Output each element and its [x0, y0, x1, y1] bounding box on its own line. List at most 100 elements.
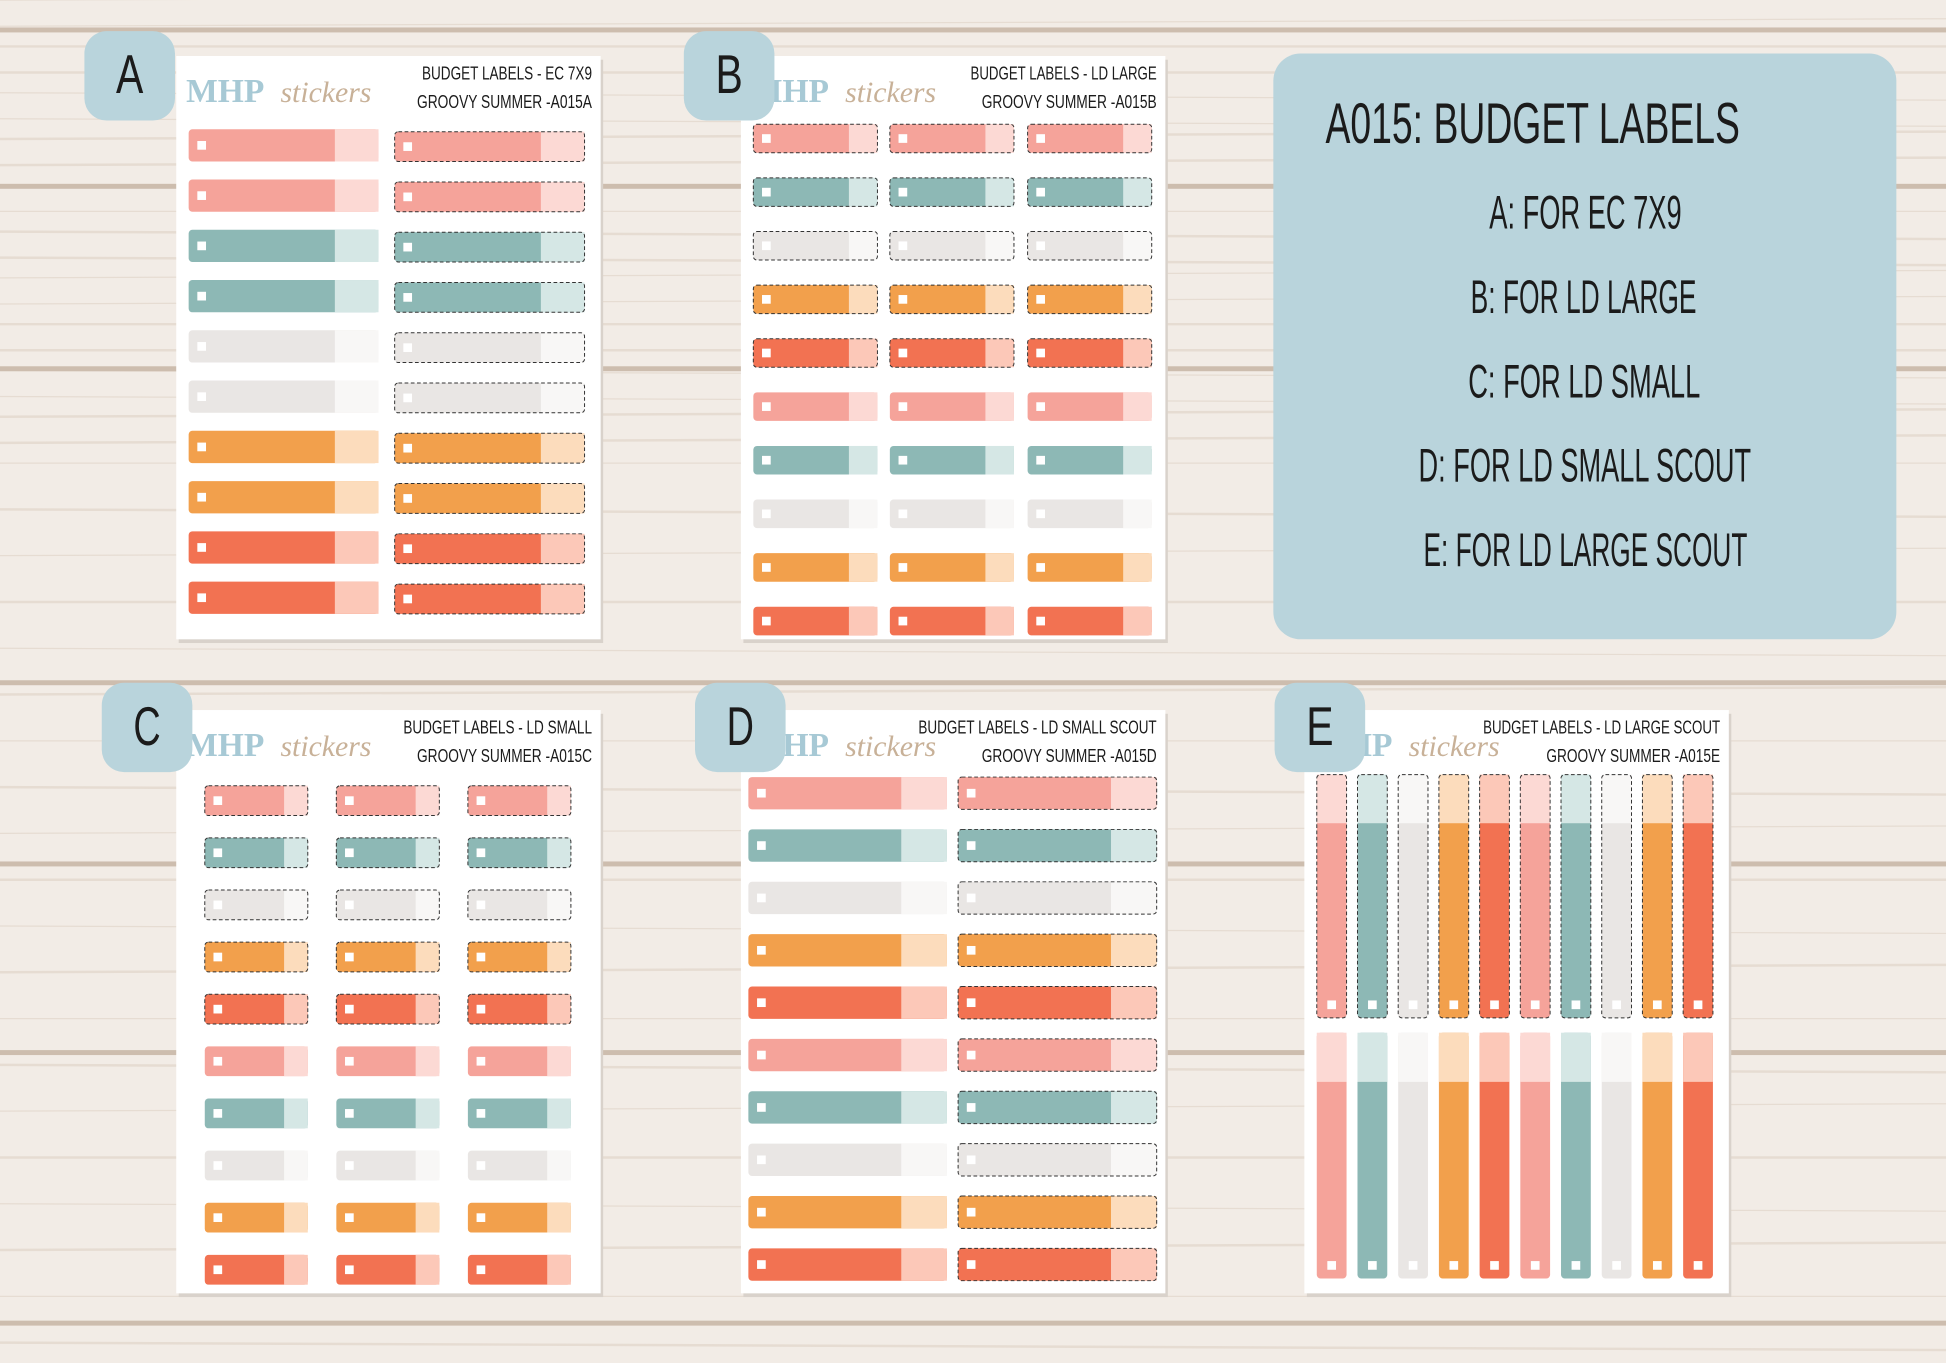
sticker: [1601, 774, 1633, 1019]
sticker: [957, 933, 1158, 967]
sticker-tab: [334, 179, 379, 212]
sticker-box: [213, 1213, 223, 1222]
sticker-tab: [1316, 774, 1347, 824]
sticker: [204, 837, 309, 869]
sticker-tab: [1561, 1032, 1591, 1082]
sticker-box: [762, 241, 771, 251]
sticker-tab: [547, 942, 571, 972]
sticker-cut: [752, 177, 878, 207]
sheet-badge: [1274, 682, 1366, 773]
sticker-body: [394, 232, 585, 263]
sticker-tab: [901, 1248, 947, 1281]
sticker: [394, 181, 586, 213]
sticker: [1027, 606, 1152, 636]
sticker: [1027, 123, 1153, 154]
sticker-tab: [1111, 986, 1157, 1019]
sticker: [748, 1038, 947, 1072]
sticker-box: [898, 241, 908, 251]
sticker-body: [748, 777, 947, 810]
sticker-tab: [985, 499, 1014, 529]
sticker-box: [476, 952, 486, 962]
sticker-box: [345, 796, 354, 805]
sticker-cut: [467, 785, 572, 817]
sticker-tab: [985, 231, 1014, 261]
sticker: [957, 1195, 1158, 1229]
sticker-tab: [1123, 606, 1152, 636]
sticker: [1397, 774, 1429, 1019]
sticker-box: [197, 392, 207, 402]
sticker-tab: [1561, 774, 1591, 824]
sticker: [889, 123, 1015, 154]
sticker-body: [467, 942, 571, 972]
sticker-tab: [540, 433, 585, 464]
sticker-body: [753, 338, 878, 368]
sticker-body: [748, 1248, 947, 1281]
sticker-body: [467, 837, 571, 868]
sticker-tab: [985, 392, 1014, 421]
sticker-cut: [1641, 774, 1673, 1019]
sticker-body: [1027, 231, 1152, 261]
sticker: [957, 776, 1158, 810]
sticker-body: [336, 1150, 440, 1181]
badge-letter: E: [1306, 696, 1333, 757]
sticker-tab: [547, 994, 571, 1025]
sticker-body: [748, 1091, 947, 1124]
sticker-tab: [334, 531, 379, 564]
sticker-cut: [467, 993, 572, 1025]
sticker-cut: [394, 131, 586, 162]
sticker-cut: [1027, 177, 1153, 207]
sticker-tab: [901, 1143, 947, 1176]
sticker-tab: [540, 332, 585, 363]
sticker-tab: [540, 181, 585, 212]
sticker-tab: [1123, 231, 1152, 261]
sticker-cut: [204, 837, 309, 869]
sticker-body: [394, 332, 585, 363]
sticker-box: [345, 1213, 354, 1222]
sticker: [394, 533, 586, 565]
sticker-body: [753, 177, 878, 207]
sticker: [1479, 1032, 1510, 1279]
sticker-box: [197, 543, 207, 552]
sticker-body: [958, 777, 1157, 810]
sticker-tab: [540, 383, 585, 413]
sticker-body: [1520, 1032, 1551, 1279]
sticker-body: [188, 531, 379, 564]
sticker-body: [1027, 177, 1152, 207]
sticker-box: [476, 796, 486, 805]
sticker-tab: [415, 837, 440, 868]
sticker: [335, 889, 440, 921]
sticker: [394, 131, 586, 162]
sticker-body: [1027, 338, 1152, 368]
sticker-box: [197, 141, 207, 150]
badge-letter: C: [133, 696, 160, 757]
sticker: [204, 1254, 308, 1285]
sticker: [467, 1150, 571, 1181]
info-panel: [1273, 53, 1897, 640]
sticker-cut: [335, 837, 440, 869]
sticker-body: [1027, 606, 1152, 636]
sticker-tab: [1601, 774, 1632, 824]
sticker-body: [394, 131, 585, 162]
sticker-body: [204, 1202, 308, 1233]
sticker-box: [966, 998, 976, 1008]
sticker-body: [748, 1143, 947, 1176]
sticker-body: [1479, 1032, 1510, 1279]
sticker-box: [1490, 1000, 1499, 1010]
sticker-box: [757, 1103, 766, 1112]
sticker-tab: [415, 994, 440, 1025]
sticker: [889, 338, 1015, 368]
sticker: [748, 1248, 947, 1281]
sticker-body: [1479, 774, 1510, 1018]
sticker-tab: [985, 177, 1014, 207]
sticker-box: [213, 1004, 223, 1014]
sticker: [1683, 1032, 1713, 1279]
sticker: [752, 338, 878, 368]
sticker-body: [958, 1091, 1157, 1124]
sticker-body: [1642, 774, 1673, 1018]
brand-script: stickers: [280, 730, 371, 763]
sticker-box: [898, 455, 908, 465]
sticker-body: [1398, 774, 1428, 1018]
sticker-body: [1438, 774, 1469, 1018]
sticker: [394, 583, 586, 615]
sticker-box: [403, 242, 413, 252]
